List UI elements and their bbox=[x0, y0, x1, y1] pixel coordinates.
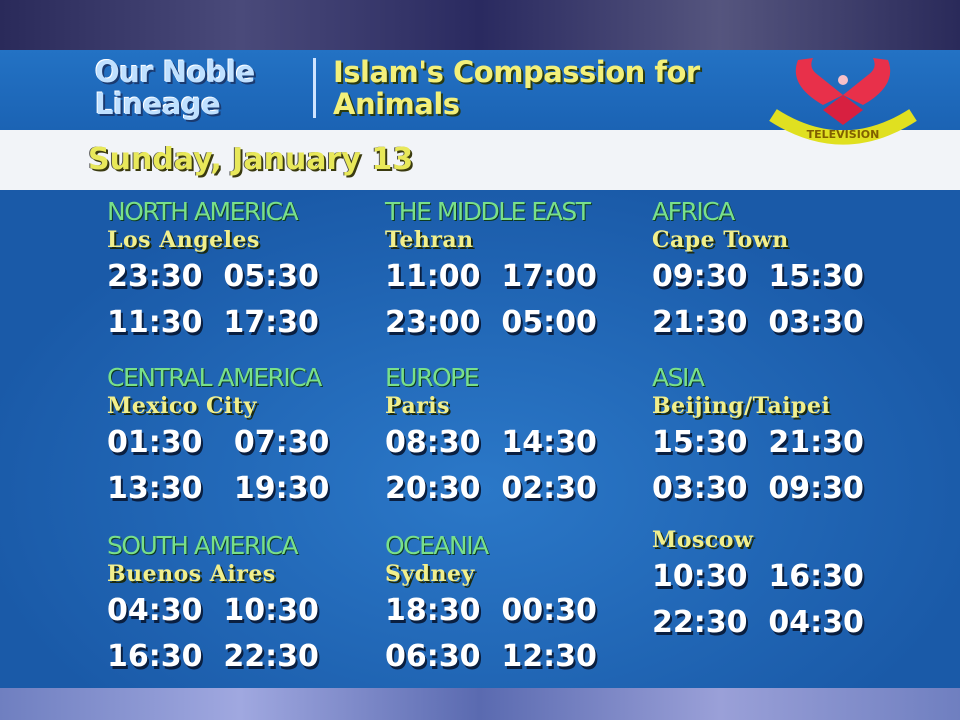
air-times: 21:30 03:30 bbox=[652, 305, 864, 340]
city-label: Paris bbox=[385, 393, 451, 419]
air-times: 01:30 07:30 bbox=[107, 425, 330, 460]
city-label: Tehran bbox=[385, 227, 474, 253]
air-times: 10:30 16:30 bbox=[652, 559, 864, 594]
city-label: Cape Town bbox=[652, 227, 789, 253]
date-band: Sunday, January 13 bbox=[0, 130, 960, 190]
bottom-strip bbox=[0, 688, 960, 720]
schedule-block: CENTRAL AMERICA Mexico City 01:30 07:30 13:… bbox=[107, 364, 367, 512]
header-band: Our Noble Lineage Islam's Compassion for… bbox=[0, 50, 960, 145]
air-times: 04:30 10:30 bbox=[107, 593, 319, 628]
schedule-panel bbox=[0, 190, 960, 690]
region-label: EUROPE bbox=[385, 363, 480, 392]
city-label: Beijing/Taipei bbox=[652, 393, 831, 419]
air-times: 06:30 12:30 bbox=[385, 639, 597, 674]
air-times: 11:00 17:00 bbox=[385, 259, 597, 294]
city-label: Mexico City bbox=[107, 393, 257, 419]
air-times: 03:30 09:30 bbox=[652, 471, 864, 506]
air-times: 13:30 19:30 bbox=[107, 471, 330, 506]
city-label: Buenos Aires bbox=[107, 561, 276, 587]
top-strip bbox=[0, 0, 960, 50]
schedule-block: Moscow 10:30 16:30 22:30 04:30 bbox=[652, 526, 912, 646]
episode-title: Islam's Compassion for Animals bbox=[333, 55, 700, 121]
schedule-block: AFRICA Cape Town 09:30 15:30 21:30 03:30 bbox=[652, 198, 912, 346]
channel-logo-icon: TELEVISION bbox=[769, 58, 917, 145]
air-times: 08:30 14:30 bbox=[385, 425, 597, 460]
city-label: Los Angeles bbox=[107, 227, 260, 253]
region-label: NORTH AMERICA bbox=[107, 197, 299, 226]
city-label: Sydney bbox=[385, 561, 475, 587]
schedule-block: NORTH AMERICA Los Angeles 23:30 05:30 11:30… bbox=[107, 198, 367, 346]
region-label: ASIA bbox=[652, 363, 705, 392]
show-title: Our Noble Lineage bbox=[95, 55, 255, 121]
title-divider bbox=[313, 58, 316, 118]
city-label: Moscow bbox=[652, 527, 754, 553]
schedule-block: THE MIDDLE EAST Tehran 11:00 17:00 23:00 05… bbox=[385, 198, 645, 346]
air-times: 09:30 15:30 bbox=[652, 259, 864, 294]
air-times: 18:30 00:30 bbox=[385, 593, 597, 628]
schedule-block: OCEANIA Sydney 18:30 00:30 06:30 12:30 bbox=[385, 532, 645, 680]
logo-text: TELEVISION bbox=[807, 128, 880, 141]
air-times: 16:30 22:30 bbox=[107, 639, 319, 674]
region-label: CENTRAL AMERICA bbox=[107, 363, 322, 392]
region-label: SOUTH AMERICA bbox=[107, 531, 299, 560]
region-label: AFRICA bbox=[652, 197, 735, 226]
region-label: THE MIDDLE EAST bbox=[385, 197, 591, 226]
broadcast-date: Sunday, January 13 bbox=[88, 142, 414, 177]
schedule-block: SOUTH AMERICA Buenos Aires 04:30 10:30 16:3… bbox=[107, 532, 367, 680]
air-times: 23:30 05:30 bbox=[107, 259, 319, 294]
region-label: OCEANIA bbox=[385, 531, 489, 560]
air-times: 23:00 05:00 bbox=[385, 305, 597, 340]
schedule-block: ASIA Beijing/Taipei 15:30 21:30 03:30 09:30 bbox=[652, 364, 912, 512]
air-times: 15:30 21:30 bbox=[652, 425, 864, 460]
schedule-block: EUROPE Paris 08:30 14:30 20:30 02:30 bbox=[385, 364, 645, 512]
air-times: 22:30 04:30 bbox=[652, 605, 864, 640]
air-times: 11:30 17:30 bbox=[107, 305, 319, 340]
air-times: 20:30 02:30 bbox=[385, 471, 597, 506]
